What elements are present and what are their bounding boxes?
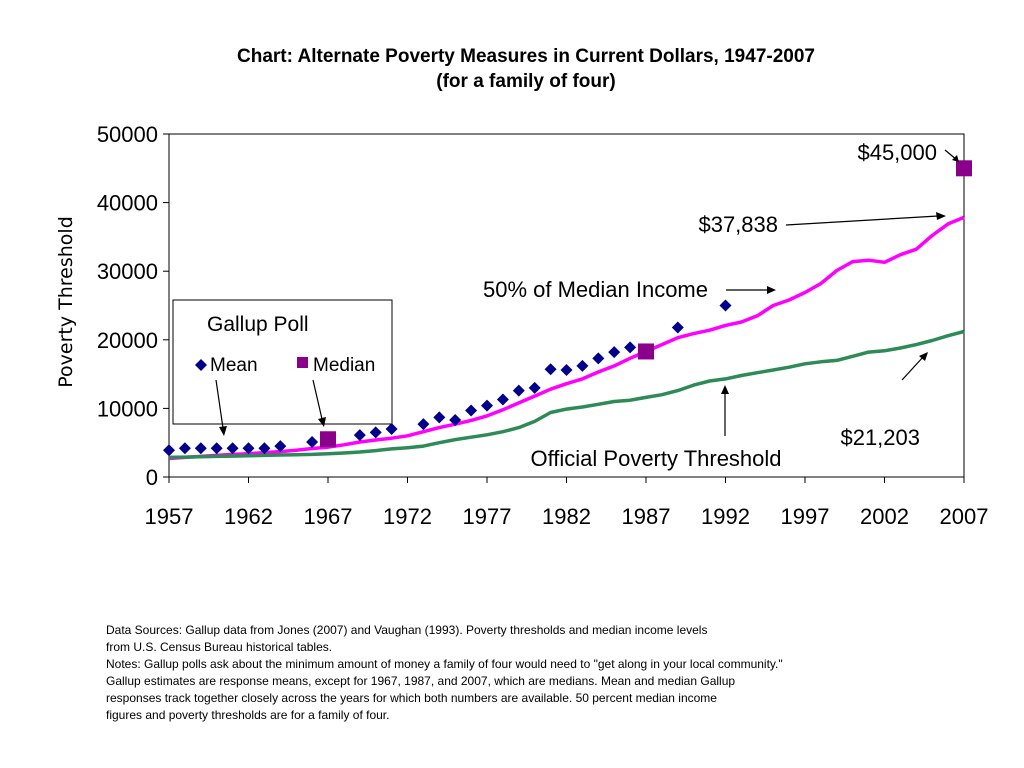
legend-title: Gallup Poll bbox=[207, 313, 309, 336]
median-point bbox=[320, 431, 336, 448]
diamond-marker-icon bbox=[195, 359, 207, 371]
x-tick-label: 1972 bbox=[383, 504, 432, 529]
annotation-official-label: Official Poverty Threshold bbox=[530, 446, 781, 471]
x-tick-label: 1982 bbox=[542, 504, 591, 529]
x-tick-label: 1977 bbox=[463, 504, 512, 529]
square-marker-icon bbox=[297, 357, 308, 368]
legend-arrow-median bbox=[312, 379, 323, 420]
annotation-fifty-pct-label: 50% of Median Income bbox=[483, 277, 708, 302]
mean-point bbox=[178, 442, 191, 455]
notes-line: from U.S. Census Bureau historical table… bbox=[106, 640, 333, 654]
mean-point bbox=[544, 363, 557, 376]
x-tick-label: 1997 bbox=[781, 504, 830, 529]
mean-point bbox=[210, 442, 223, 455]
legend-arrow-mean bbox=[215, 379, 224, 429]
median-point bbox=[956, 160, 972, 177]
mean-point bbox=[306, 436, 319, 449]
x-tick-label: 1962 bbox=[224, 504, 273, 529]
annotation-arrow-fifty-pct-value bbox=[785, 215, 939, 226]
mean-point bbox=[719, 299, 732, 312]
arrowhead-icon bbox=[721, 385, 729, 394]
notes-line: Notes: Gallup polls ask about the minimu… bbox=[106, 657, 783, 671]
annotation-arrow-official-value bbox=[901, 355, 925, 381]
mean-point bbox=[481, 399, 493, 412]
arrowhead-icon bbox=[318, 417, 326, 427]
chart: Chart: Alternate Poverty Measures in Cur… bbox=[55, 46, 989, 529]
notes-line: figures and poverty thresholds are for a… bbox=[106, 708, 390, 722]
arrowhead-icon bbox=[919, 352, 928, 361]
mean-point bbox=[592, 352, 605, 365]
x-tick-label: 1992 bbox=[701, 504, 750, 529]
series-lines bbox=[168, 215, 965, 461]
y-tick-label: 30000 bbox=[97, 259, 158, 284]
y-tick-label: 0 bbox=[146, 465, 158, 490]
mean-point bbox=[608, 346, 621, 359]
x-tick-label: 1967 bbox=[304, 504, 353, 529]
mean-point bbox=[226, 442, 239, 455]
x-axis: 1957 1962 1967 1972 1977 1982 1987 1992 1997 2002… bbox=[145, 477, 989, 529]
y-tick-label: 50000 bbox=[97, 122, 158, 147]
legend-entry-median: Median bbox=[313, 355, 375, 376]
annotation-median-2007: $45,000 bbox=[857, 140, 937, 165]
mean-point bbox=[465, 404, 478, 417]
mean-point bbox=[671, 321, 684, 334]
mean-point bbox=[385, 422, 398, 435]
mean-point bbox=[194, 442, 207, 455]
mean-point bbox=[433, 411, 446, 424]
legend-entry-mean: Mean bbox=[210, 355, 258, 376]
median-point bbox=[638, 343, 654, 360]
x-tick-label: 2002 bbox=[860, 504, 909, 529]
mean-point bbox=[163, 444, 175, 457]
mean-point bbox=[496, 393, 509, 406]
mean-point bbox=[353, 429, 366, 442]
y-axis-label: Poverty Threshold bbox=[55, 216, 77, 388]
mean-point bbox=[576, 359, 589, 372]
series-markers bbox=[163, 160, 972, 457]
chart-subtitle: (for a family of four) bbox=[436, 71, 615, 92]
y-tick-label: 40000 bbox=[97, 191, 158, 216]
notes-line: Gallup estimates are response means, exc… bbox=[106, 674, 736, 688]
chart-title: Chart: Alternate Poverty Measures in Cur… bbox=[237, 46, 815, 67]
mean-point bbox=[242, 442, 255, 455]
notes-line: responses track together closely across … bbox=[106, 691, 717, 705]
arrowhead-icon bbox=[952, 155, 959, 162]
y-tick-label: 20000 bbox=[97, 328, 158, 353]
legend: Gallup Poll Mean Median bbox=[172, 299, 393, 436]
arrowhead-icon bbox=[219, 426, 227, 436]
arrowhead-icon bbox=[767, 286, 776, 294]
series-line-1 bbox=[168, 329, 965, 460]
y-tick-label: 10000 bbox=[97, 396, 158, 421]
series-line-0 bbox=[168, 215, 965, 461]
x-tick-label: 1957 bbox=[145, 504, 194, 529]
x-tick-label: 2007 bbox=[940, 504, 989, 529]
annotation-official-2007: $21,203 bbox=[840, 425, 920, 450]
legend-box bbox=[172, 299, 393, 425]
mean-point bbox=[512, 384, 525, 397]
mean-point bbox=[624, 341, 637, 354]
source-notes: Data Sources: Gallup data from Jones (20… bbox=[106, 622, 986, 724]
mean-point bbox=[417, 418, 430, 431]
mean-point bbox=[449, 414, 462, 427]
mean-point bbox=[528, 381, 541, 394]
arrowhead-icon bbox=[936, 212, 946, 220]
mean-point bbox=[274, 440, 287, 453]
notes-line: Data Sources: Gallup data from Jones (20… bbox=[106, 623, 708, 637]
x-tick-label: 1987 bbox=[622, 504, 671, 529]
mean-point bbox=[258, 442, 271, 455]
y-axis: 0 10000 20000 30000 40000 50000 bbox=[97, 122, 169, 490]
mean-point bbox=[369, 426, 382, 439]
mean-point bbox=[560, 363, 573, 376]
annotation-fifty-pct-2007: $37,838 bbox=[698, 212, 778, 237]
